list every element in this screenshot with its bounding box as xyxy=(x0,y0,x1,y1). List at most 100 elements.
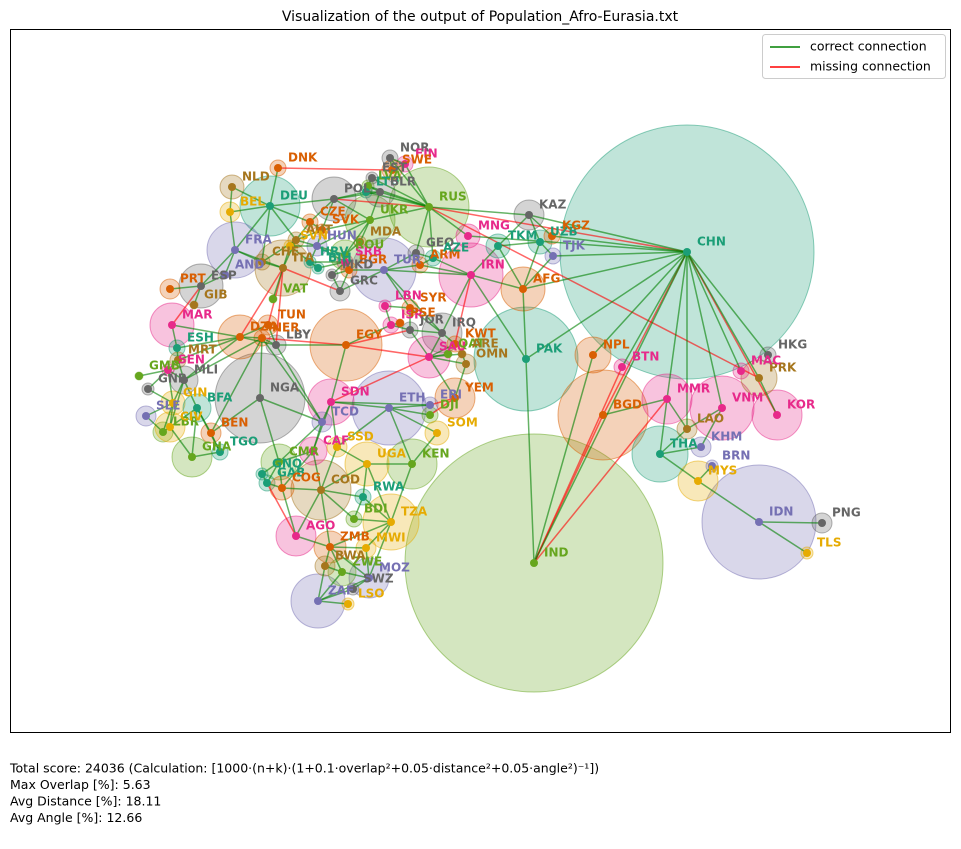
edge xyxy=(366,463,392,523)
edge xyxy=(389,157,430,208)
node-dot xyxy=(359,493,367,501)
node-dot xyxy=(221,271,229,279)
edge xyxy=(525,358,535,564)
node-dot xyxy=(755,374,763,382)
edge xyxy=(266,461,280,484)
edge xyxy=(428,206,434,259)
node-label: AZE xyxy=(443,241,469,255)
node-label: COD xyxy=(331,473,360,487)
edge xyxy=(269,167,279,207)
node-label: BFA xyxy=(207,391,233,405)
edge xyxy=(428,356,456,399)
node-dot xyxy=(226,208,234,216)
node-label: HKG xyxy=(778,338,807,352)
node-dot xyxy=(274,164,282,172)
node-dot xyxy=(426,411,434,419)
node-label: POL xyxy=(344,182,371,196)
edge xyxy=(320,489,331,548)
edge xyxy=(404,163,430,208)
edge xyxy=(454,363,467,399)
node-dot xyxy=(451,340,459,348)
edge xyxy=(429,397,456,416)
node-label: CAF xyxy=(323,434,349,448)
edge xyxy=(470,245,499,276)
node-dot xyxy=(387,518,395,526)
edge xyxy=(522,255,554,290)
edge xyxy=(169,426,193,458)
edge xyxy=(210,397,261,434)
edge xyxy=(317,588,354,602)
node-dot xyxy=(258,334,266,342)
edge xyxy=(281,450,314,489)
node-label: AND xyxy=(235,258,264,272)
node-label: BTN xyxy=(632,350,659,364)
node-label: UZB xyxy=(550,225,578,239)
edge xyxy=(278,421,323,463)
node-dot xyxy=(313,242,321,250)
footer-line: Total score: 24036 (Calculation: [1000·(… xyxy=(9,761,599,776)
edge xyxy=(365,521,392,549)
node-label: MLI xyxy=(194,363,218,377)
node-dot xyxy=(549,252,557,260)
node-label: TJK xyxy=(563,239,586,253)
edge xyxy=(169,285,202,290)
node-label: AUT xyxy=(306,223,334,237)
node-dot xyxy=(278,484,286,492)
edge xyxy=(592,251,688,356)
node-dot xyxy=(366,216,374,224)
node-label: SEN xyxy=(178,353,205,367)
edge xyxy=(329,546,367,549)
node-label: SYR xyxy=(420,291,447,305)
edge xyxy=(239,336,277,346)
edge xyxy=(281,487,322,491)
node-dot xyxy=(326,543,334,551)
edge xyxy=(353,518,392,523)
labels: CHN IND PAK IDN BGD NGA RUS ETH EGY VNM IRN TUR DEU C… xyxy=(149,141,861,601)
node-dot xyxy=(314,264,322,272)
node-dot xyxy=(258,470,266,478)
edge xyxy=(329,546,370,579)
node-label: BDI xyxy=(364,502,388,516)
edge xyxy=(428,206,688,253)
edge xyxy=(428,206,530,216)
node-dot xyxy=(286,242,294,250)
node-dot xyxy=(279,264,287,272)
node-dot xyxy=(318,418,326,426)
node-label: PNG xyxy=(832,506,861,520)
edge xyxy=(210,337,263,434)
edge xyxy=(697,480,760,523)
node-label: BEN xyxy=(221,416,248,430)
edge xyxy=(497,245,524,290)
edge xyxy=(441,274,472,334)
edges xyxy=(138,157,823,605)
node-dot xyxy=(589,351,597,359)
node-dot xyxy=(388,166,396,174)
node-dot xyxy=(135,372,143,380)
node-dot xyxy=(618,363,626,371)
edge xyxy=(686,251,760,379)
node-label: KAZ xyxy=(539,198,567,212)
edge xyxy=(329,521,392,548)
edge xyxy=(621,251,688,368)
node-dot xyxy=(266,202,274,210)
node-label: PAK xyxy=(536,342,563,356)
node-label: MYS xyxy=(708,464,737,478)
edge xyxy=(200,249,236,287)
edge xyxy=(239,324,269,338)
edge xyxy=(177,336,241,361)
node-label: SOM xyxy=(447,416,478,430)
node-dot xyxy=(697,443,705,451)
node-label: BGR xyxy=(359,253,387,267)
edge xyxy=(269,198,335,207)
node-dot xyxy=(412,249,420,257)
node-dot xyxy=(694,477,702,485)
node-label: MKD xyxy=(342,258,373,272)
node-dot xyxy=(166,423,174,431)
edge xyxy=(758,521,808,554)
edge xyxy=(533,251,688,564)
edge xyxy=(275,267,284,346)
node-label: VAT xyxy=(283,282,309,296)
edge xyxy=(171,324,241,338)
node-label: NLD xyxy=(242,170,270,184)
edge xyxy=(522,241,541,290)
